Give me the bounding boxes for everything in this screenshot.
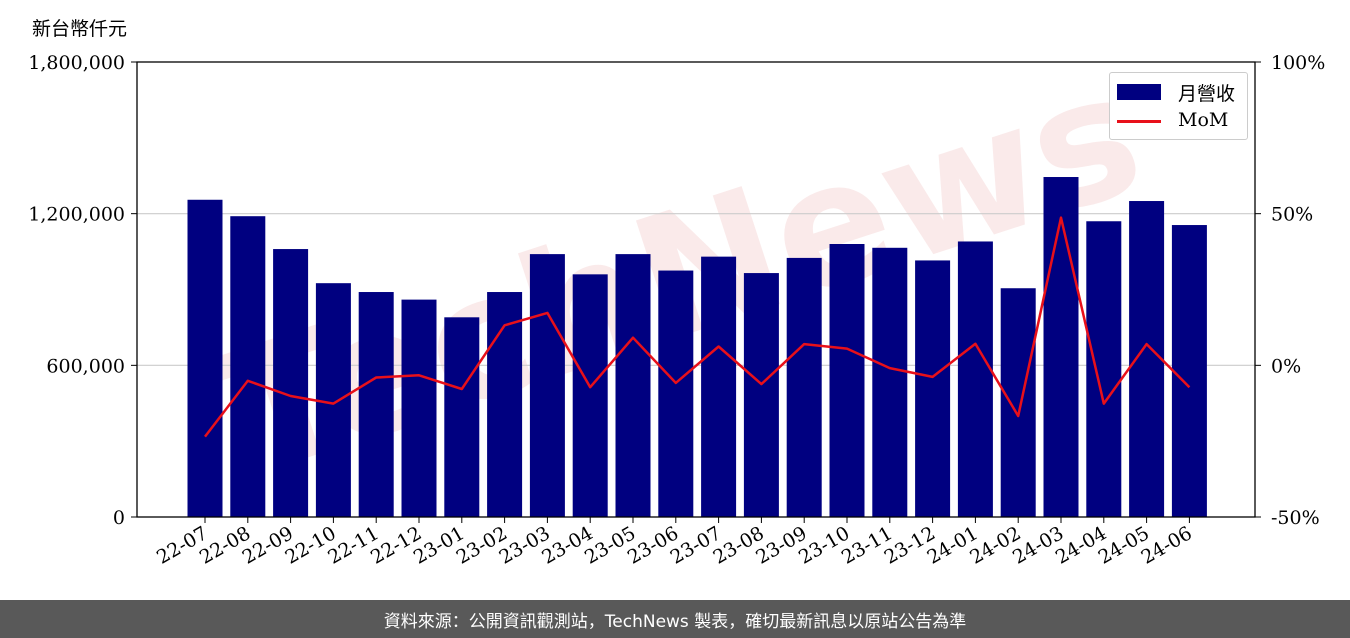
bar-23-02: [487, 292, 523, 517]
legend-swatch-bar: [1117, 84, 1161, 100]
bar-23-03: [529, 254, 565, 517]
bar-24-04: [1086, 221, 1122, 517]
bar-22-10: [315, 283, 351, 517]
bar-24-03: [1043, 177, 1079, 517]
bar-23-07: [701, 256, 737, 517]
bar-23-11: [872, 247, 908, 517]
x-tick-label: 24-06: [1137, 522, 1195, 568]
bar-24-01: [957, 241, 993, 517]
footer-text: 資料來源：公開資訊觀測站，TechNews 製表，確切最新訊息以原站公告為準: [383, 611, 967, 632]
bar-24-02: [1000, 288, 1036, 517]
bar-23-06: [658, 270, 694, 517]
right-tick-label: -50%: [1271, 507, 1320, 529]
left-tick-label: 1,200,000: [28, 204, 125, 226]
unit-label: 新台幣仟元: [32, 18, 128, 40]
bar-23-01: [444, 317, 480, 517]
legend-label-line: MoM: [1178, 109, 1229, 131]
bar-23-10: [829, 244, 865, 517]
footer: 資料來源：公開資訊觀測站，TechNews 製表，確切最新訊息以原站公告為準: [0, 600, 1350, 638]
bar-23-12: [915, 260, 951, 517]
bar-23-08: [743, 273, 779, 517]
left-tick-label: 0: [113, 507, 125, 529]
bar-23-05: [615, 254, 651, 517]
left-tick-label: 1,800,000: [28, 52, 125, 74]
legend-item-bar: 月營收: [1110, 77, 1247, 105]
bar-series: [187, 177, 1207, 518]
plot-frame: [136, 61, 1256, 518]
legend: 月營收 MoM: [1109, 72, 1248, 140]
bar-23-09: [786, 257, 822, 517]
bar-22-11: [358, 292, 394, 517]
line-series: [204, 216, 1191, 438]
bar-23-04: [572, 274, 608, 517]
bar-24-06: [1171, 225, 1207, 517]
bar-22-08: [230, 216, 266, 517]
right-tick-label: 0%: [1271, 355, 1301, 377]
legend-swatch-line: [1117, 120, 1161, 123]
legend-label-bar: 月營收: [1178, 83, 1236, 105]
bar-22-12: [401, 299, 437, 517]
right-tick-label: 50%: [1271, 204, 1313, 226]
left-tick-label: 600,000: [46, 355, 125, 377]
bar-22-09: [273, 249, 309, 518]
right-tick-label: 100%: [1271, 52, 1325, 74]
bar-22-07: [187, 199, 223, 517]
chart-canvas: TechNews 0600,0001,200,0001,800,000-50%0…: [28, 34, 1325, 568]
mom-line: [204, 216, 1191, 438]
legend-item-line: MoM: [1110, 107, 1247, 133]
